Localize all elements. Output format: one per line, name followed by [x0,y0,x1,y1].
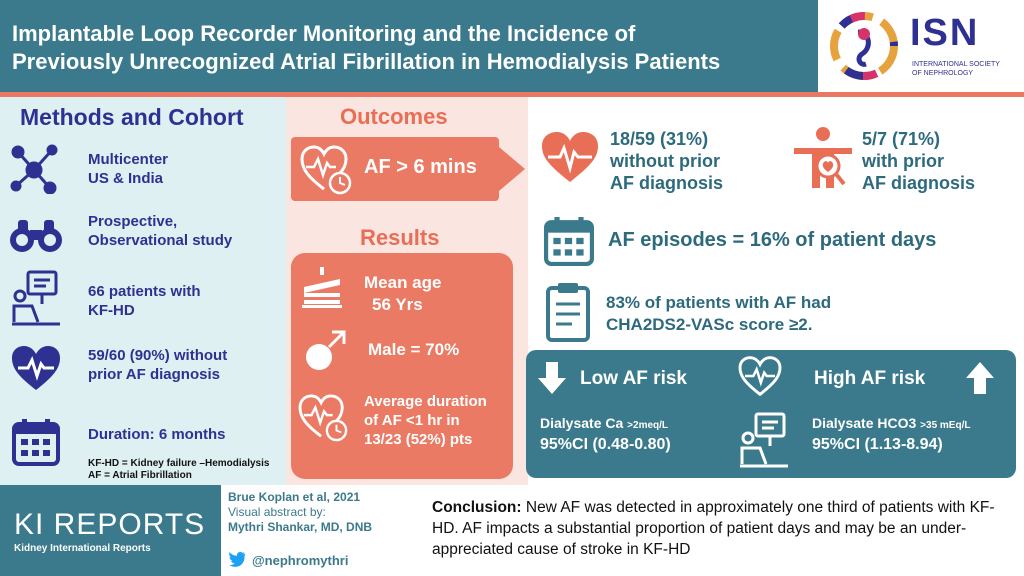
isn-subtitle-line-1: INTERNATIONAL SOCIETY [912,61,1000,68]
methods-item-3-line-1: 66 patients with [88,283,201,300]
methods-heading: Methods and Cohort [20,104,244,130]
mean-age: Mean age 56 Yrs [364,272,441,316]
binoculars-icon [10,220,62,252]
results-heading: Results [360,225,440,250]
high-risk-factor-name: Dialysate HCO3 [812,415,917,431]
male-percentage: Male = 70% [368,340,460,359]
conclusion: Conclusion: New AF was detected in appro… [432,497,1017,560]
outcome-stat-2-line-3: AF diagnosis [862,173,976,193]
mean-age-value: 56 Yrs [372,295,423,314]
page-title: Implantable Loop Recorder Monitoring and… [12,20,812,76]
low-risk-label: Low AF risk [580,368,687,389]
outcome-stat-1-line-3: AF diagnosis [610,173,724,193]
ki-reports-subtitle: Kidney International Reports [14,543,151,554]
outcome-stat-1-line-2: without prior [610,151,720,171]
methods-item-2-line-2: Observational study [88,232,233,249]
methods-item-study-design: Prospective, Observational study [88,212,232,250]
patient-heart-icon [794,127,852,188]
dialysis-machine-icon [740,412,788,468]
ki-reports-banner [0,485,221,576]
heart-ecg-icon [12,346,60,390]
methods-item-1-line-2: US & India [88,170,164,187]
high-risk-factor: Dialysate HCO3 >35 mEq/L [812,415,970,431]
isn-subtitle-line-2: OF NEPHROLOGY [912,70,974,77]
low-risk-factor-threshold: >2meq/L [627,420,669,431]
outcome-stat-2-line-2: with prior [862,151,944,171]
note-af: AF = Atrial Fibrillation [88,470,192,481]
heart-risk-icon [738,356,782,396]
methods-item-duration: Duration: 6 months [88,426,226,443]
note-kf-hd: KF-HD = Kidney failure –Hemodialysis [88,458,270,469]
abstract-by: Visual abstract by: [228,505,326,519]
conclusion-text: New AF was detected in approximately one… [432,499,995,558]
cha2ds2-vasc-stat: 83% of patients with AF had CHA2DS2-VASc… [606,292,831,336]
outcome-without-prior: 18/59 (31%) without prior AF diagnosis [610,128,723,194]
low-risk-factor-name: Dialysate Ca [540,415,624,431]
methods-item-2-line-1: Prospective, [88,213,178,230]
arrow-up-icon [966,362,994,394]
methods-item-3-line-2: KF-HD [88,302,135,319]
male-symbol-icon [306,330,346,370]
isn-logo-box: ISN INTERNATIONAL SOCIETY OF NEPHROLOGY [818,0,1024,92]
methods-item-prior-diagnosis: 59/60 (90%) without prior AF diagnosis [88,346,227,384]
methods-item-patients: 66 patients with KF-HD [88,282,201,320]
isn-wordmark: ISN [910,12,980,54]
ki-reports-logo: KI REPORTS [14,508,206,541]
arrow-down-icon [538,362,566,394]
isn-subtitle: INTERNATIONAL SOCIETY OF NEPHROLOGY [912,60,1000,78]
cha-line-1: 83% of patients with AF had [606,293,832,312]
citation: Brue Koplan et al, 2021 [228,490,361,504]
af-threshold-label: AF > 6 mins [364,156,477,178]
twitter-handle[interactable]: @nephromythri [252,553,349,568]
cha-line-2: CHA2DS2-VASc score ≥2. [606,315,813,334]
calendar-icon [12,419,60,466]
methods-item-multicenter: Multicenter US & India [88,150,168,188]
low-risk-ci: 95%CI (0.48-0.80) [540,436,671,453]
heart-clock-duration-icon [298,394,348,442]
heart-clock-icon [300,145,352,195]
outcome-with-prior: 5/7 (71%) with prior AF diagnosis [862,128,975,194]
conclusion-label: Conclusion: [432,499,522,516]
clipboard-icon [546,283,590,342]
methods-item-4-line-1: 59/60 (90%) without [88,347,228,364]
high-risk-label: High AF risk [814,368,926,389]
mean-age-label: Mean age [364,273,442,292]
credits-panel [221,485,429,576]
low-risk-factor: Dialysate Ca >2meq/L [540,415,668,431]
duration-line-3: 13/23 (52%) pts [364,431,473,448]
methods-item-4-line-2: prior AF diagnosis [88,366,220,383]
duration-line-2: of AF <1 hr in [364,412,460,429]
isn-globe-icon [830,12,898,80]
high-risk-factor-threshold: >35 mEq/L [920,420,971,431]
outcome-stat-2-line-1: 5/7 (71%) [862,129,941,149]
heart-ecg-outcome-icon [542,132,598,182]
dialysis-patient-icon [12,270,60,326]
af-episodes-stat: AF episodes = 16% of patient days [608,229,937,251]
calendar-episodes-icon [544,217,594,266]
average-duration: Average duration of AF <1 hr in 13/23 (5… [364,392,487,449]
title-line-2: Previously Unrecognized Atrial Fibrillat… [12,49,721,74]
credits: Brue Koplan et al, 2021 Visual abstract … [228,490,372,535]
birthday-cake-icon [302,267,342,308]
high-risk-ci: 95%CI (1.13-8.94) [812,436,943,453]
twitter-icon [228,552,246,567]
af-arrow [499,147,525,191]
header-divider [0,92,1024,97]
abbreviation-notes: KF-HD = Kidney failure –Hemodialysis AF … [88,458,269,482]
outcome-stat-1-line-1: 18/59 (31%) [610,129,709,149]
methods-item-1-line-1: Multicenter [88,151,169,168]
author: Mythri Shankar, MD, DNB [228,520,373,534]
duration-line-1: Average duration [364,393,487,410]
title-line-1: Implantable Loop Recorder Monitoring and… [12,21,636,46]
outcomes-heading: Outcomes [340,104,448,129]
network-icon [10,144,58,194]
